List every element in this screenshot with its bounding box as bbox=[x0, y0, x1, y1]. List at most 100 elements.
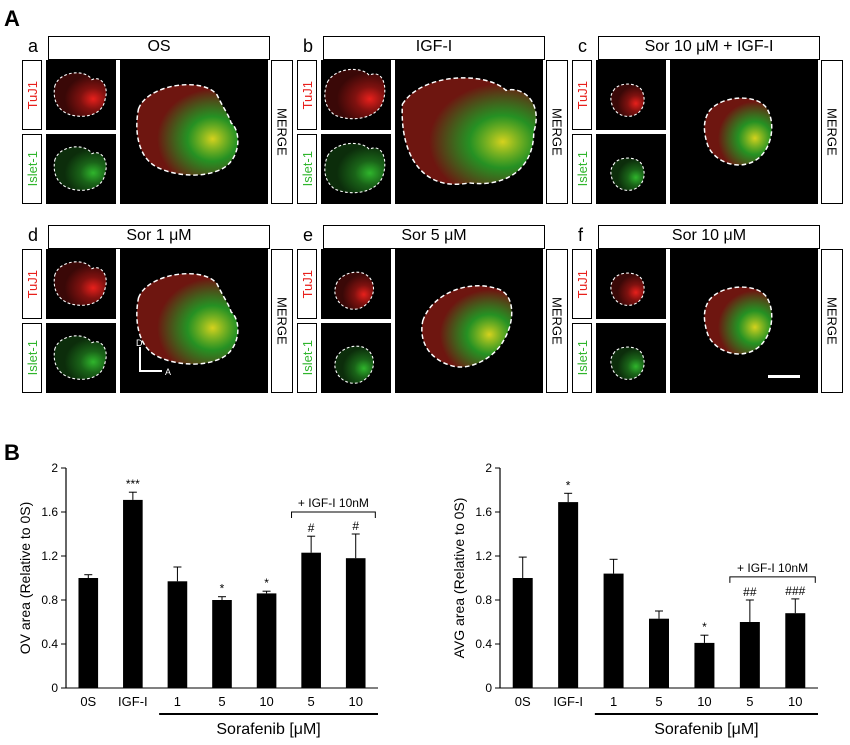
tuj1-label: TuJ1 bbox=[24, 269, 40, 299]
bar bbox=[78, 578, 99, 688]
condition-title: OS bbox=[48, 36, 270, 60]
merge-image bbox=[395, 249, 543, 393]
merge-label-box: MERGE bbox=[271, 60, 293, 204]
merge-label-box: MERGE bbox=[271, 249, 293, 393]
islet-label: Islet-1 bbox=[299, 151, 315, 187]
y-tick-label: 0 bbox=[51, 681, 58, 695]
avg-area-chart: 0 0.4 0.8 1.2 1.6 2 AVG area (Relative to 0S) 0… bbox=[451, 461, 818, 738]
tuj1-stain-image bbox=[46, 60, 116, 130]
islet-label: Islet-1 bbox=[574, 340, 590, 376]
tuj1-stain-image bbox=[596, 249, 666, 319]
islet-label-box: Islet-1 bbox=[22, 323, 42, 393]
y-tick-label: 0.8 bbox=[41, 593, 58, 607]
tuj1-stain-image bbox=[321, 249, 391, 319]
islet-stain-image bbox=[596, 323, 666, 393]
x-tick-label: 5 bbox=[308, 694, 315, 709]
tuj1-label: TuJ1 bbox=[299, 269, 315, 299]
y-tick-label: 2 bbox=[51, 461, 58, 475]
scale-bar bbox=[768, 375, 800, 378]
tuj1-label-box: TuJ1 bbox=[22, 60, 42, 130]
image-group-f: f Sor 10 μM TuJ1 Islet-1 MERGE bbox=[572, 225, 847, 411]
image-group-b: b IGF-I TuJ1 Islet-1 MERGE bbox=[297, 36, 572, 222]
islet-stain-image bbox=[596, 134, 666, 204]
tuj1-stain-image bbox=[596, 60, 666, 130]
y-tick-label: 2 bbox=[485, 461, 492, 475]
tuj1-label-box: TuJ1 bbox=[297, 249, 317, 319]
significance-marker: *** bbox=[126, 477, 140, 491]
bar bbox=[558, 502, 579, 688]
y-tick-label: 0.8 bbox=[475, 593, 492, 607]
ov-area-chart: 0 0.4 0.8 1.2 1.6 2 OV area (Relative to 0S) 0S… bbox=[17, 461, 378, 738]
bar bbox=[167, 581, 188, 688]
x-tick-label: 10 bbox=[259, 694, 273, 709]
islet-stain-image bbox=[46, 134, 116, 204]
x-tick-label: 5 bbox=[655, 694, 662, 709]
panel-a-letter: A bbox=[4, 6, 20, 31]
merge-label-box: MERGE bbox=[821, 249, 843, 393]
image-group-a: a OS TuJ1 Islet-1 MERGE bbox=[22, 36, 297, 222]
bar bbox=[694, 642, 715, 688]
merge-label: MERGE bbox=[549, 108, 565, 156]
bar bbox=[603, 573, 624, 688]
y-tick-label: 1.2 bbox=[41, 549, 58, 563]
merge-label: MERGE bbox=[549, 297, 565, 345]
tuj1-label: TuJ1 bbox=[24, 80, 40, 110]
y-axis-label: AVG area (Relative to 0S) bbox=[451, 498, 467, 659]
y-tick-label: 0 bbox=[485, 681, 492, 695]
bar bbox=[256, 593, 277, 688]
x-tick-label: 5 bbox=[746, 694, 753, 709]
x-tick-label: 0S bbox=[80, 694, 96, 709]
significance-marker: * bbox=[566, 478, 571, 492]
merge-image bbox=[120, 60, 268, 204]
axis-d-label: D bbox=[136, 339, 143, 348]
image-group-e: e Sor 5 μM TuJ1 Islet-1 MERGE bbox=[297, 225, 572, 411]
bar bbox=[123, 499, 143, 688]
condition-title: IGF-I bbox=[323, 36, 545, 60]
y-tick-label: 0.4 bbox=[41, 637, 58, 651]
bar bbox=[345, 558, 366, 688]
islet-label-box: Islet-1 bbox=[297, 323, 317, 393]
tuj1-stain-image bbox=[321, 60, 391, 130]
sub-panel-letter: a bbox=[28, 36, 39, 56]
y-tick-label: 1.2 bbox=[475, 549, 492, 563]
islet-label: Islet-1 bbox=[299, 340, 315, 376]
y-axis-label: OV area (Relative to 0S) bbox=[17, 502, 33, 655]
sub-panel-letter: c bbox=[578, 36, 587, 56]
bar bbox=[212, 600, 232, 688]
islet-label-box: Islet-1 bbox=[572, 134, 592, 204]
merge-label-box: MERGE bbox=[821, 60, 843, 204]
bar bbox=[301, 552, 321, 688]
islet-stain-image bbox=[46, 323, 116, 393]
significance-marker: # bbox=[308, 521, 315, 535]
tuj1-label-box: TuJ1 bbox=[572, 60, 592, 130]
islet-label: Islet-1 bbox=[24, 340, 40, 376]
x-tick-label: 0S bbox=[515, 694, 531, 709]
x-tick-label: IGF-I bbox=[118, 694, 148, 709]
merge-image bbox=[670, 249, 818, 393]
panel-b-letter: B bbox=[4, 440, 20, 465]
bar bbox=[785, 613, 806, 688]
axis-a-label: A bbox=[165, 367, 171, 377]
x-tick-label: 1 bbox=[610, 694, 617, 709]
merge-image bbox=[395, 60, 543, 204]
x-tick-label: 1 bbox=[174, 694, 181, 709]
tuj1-label-box: TuJ1 bbox=[22, 249, 42, 319]
igf-bracket bbox=[729, 576, 816, 583]
bar bbox=[739, 622, 760, 688]
condition-title: Sor 1 μM bbox=[48, 225, 270, 249]
bracket-label: + IGF-I 10nM bbox=[298, 496, 369, 510]
x-tick-label: 10 bbox=[697, 694, 711, 709]
igf-bracket bbox=[291, 511, 376, 518]
merge-label: MERGE bbox=[274, 297, 290, 345]
significance-marker: * bbox=[220, 582, 225, 596]
y-tick-label: 0.4 bbox=[475, 637, 492, 651]
significance-marker: * bbox=[264, 576, 269, 590]
merge-image bbox=[120, 249, 268, 393]
merge-label-box: MERGE bbox=[546, 249, 568, 393]
merge-label: MERGE bbox=[274, 108, 290, 156]
significance-marker: * bbox=[702, 620, 707, 634]
image-group-c: c Sor 10 μM + IGF-I TuJ1 Islet-1 MERGE bbox=[572, 36, 847, 222]
merge-label-box: MERGE bbox=[546, 60, 568, 204]
islet-stain-image bbox=[321, 323, 391, 393]
sub-panel-letter: f bbox=[578, 225, 584, 245]
